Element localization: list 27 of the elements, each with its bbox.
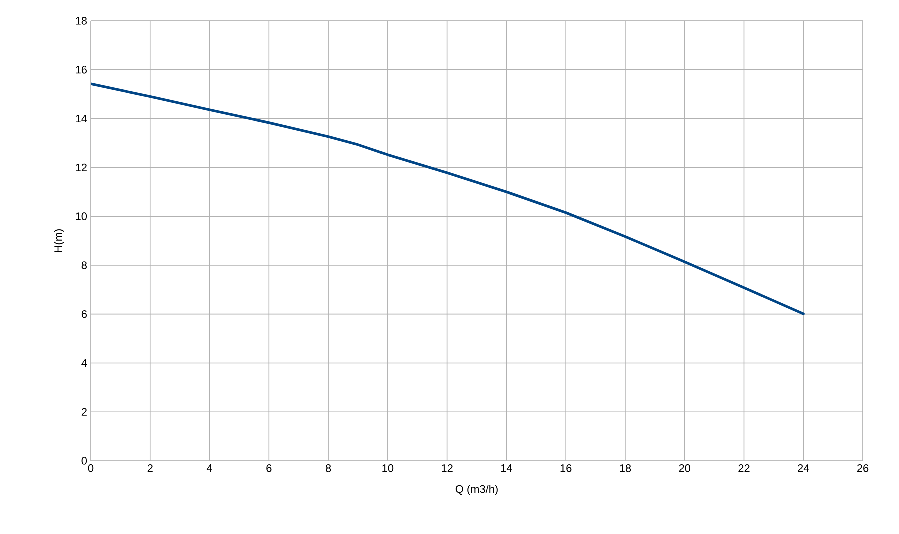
- line-series: [91, 82, 805, 316]
- x-tick-label: 4: [206, 464, 212, 472]
- x-tick-label: 6: [266, 464, 272, 472]
- x-tick-label: 16: [560, 464, 572, 472]
- x-axis-title: Q (m3/h): [456, 485, 498, 496]
- y-tick-label: 4: [82, 359, 88, 367]
- x-tick-label: 20: [679, 464, 691, 472]
- y-tick-label: 16: [76, 66, 87, 74]
- x-tick-label: 0: [88, 464, 94, 472]
- x-tick-label: 2: [148, 464, 153, 472]
- y-tick-label: 8: [82, 262, 87, 270]
- x-tick-label: 18: [620, 464, 632, 472]
- y-tick-label: 14: [76, 115, 88, 123]
- x-tick-label: 26: [857, 464, 869, 472]
- y-tick-label: 2: [82, 408, 87, 416]
- y-tick-label: 0: [82, 457, 88, 465]
- x-tick-label: 12: [442, 464, 453, 472]
- x-tick-label: 22: [738, 464, 750, 472]
- y-axis-title: H(m): [54, 230, 64, 252]
- y-tick-label: 12: [76, 164, 87, 172]
- x-tick-label: 24: [798, 464, 810, 472]
- x-tick-label: 14: [501, 464, 512, 472]
- y-tick-label: 18: [76, 17, 87, 25]
- y-tick-label: 6: [82, 310, 87, 318]
- x-tick-label: 10: [382, 464, 394, 472]
- x-tick-label: 8: [326, 464, 332, 472]
- y-tick-label: 10: [76, 212, 88, 220]
